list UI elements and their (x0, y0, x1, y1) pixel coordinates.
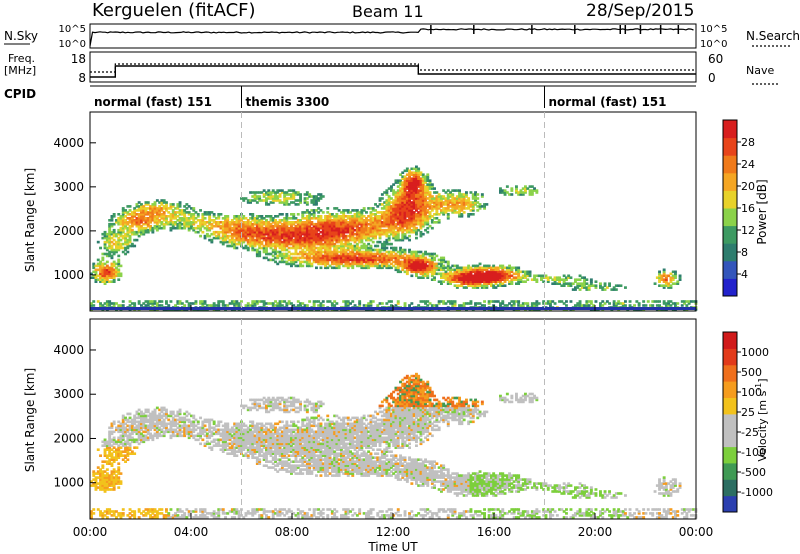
power-ylabel: Slant Range [km] (23, 168, 37, 272)
nave-trace (90, 63, 696, 73)
velocity-y-ticks: 4000 3000 2000 1000 (53, 343, 96, 490)
nave-label: Nave (746, 64, 774, 77)
colorbar-swatch (723, 495, 737, 513)
date-title: 28/Sep/2015 (586, 1, 694, 21)
x-tick-label: 04:00 (174, 525, 209, 539)
colorbar-tick-label: -1000 (741, 486, 773, 499)
colorbar-tick-label: 20 (741, 180, 755, 193)
velocity-colorbar-label: Velocity [m s-1] (754, 378, 769, 461)
x-tick-label: 20:00 (578, 525, 613, 539)
colorbar-swatch (723, 348, 737, 366)
colorbar-swatch (723, 430, 737, 448)
x-tick-label: 00:00 (73, 525, 108, 539)
colorbar-tick-label: -100 (741, 446, 766, 459)
colorbar-swatch (723, 462, 737, 480)
power-y-ticks: 4000 3000 2000 1000 (53, 136, 96, 282)
colorbar-tick-label: 25 (741, 406, 755, 419)
colorbar-swatch (723, 479, 737, 497)
x-tick-label: 12:00 (376, 525, 411, 539)
colorbar-tick-label: 16 (741, 202, 755, 215)
nsky-tick-top: 10^5 (59, 24, 86, 35)
velocity-colorbar-label-main: Velocity [m s (756, 390, 769, 461)
nsky-tick-bottom: 10^0 (59, 39, 86, 50)
colorbar-swatch (723, 172, 737, 191)
velocity-heatmap-cells (90, 372, 698, 519)
y-tick-label: 3000 (53, 387, 84, 401)
colorbar-tick-label: -25 (741, 426, 759, 439)
colorbar-tick-label: -500 (741, 466, 766, 479)
colorbar-swatch (723, 120, 737, 139)
colorbar-tick-label: 500 (741, 366, 762, 379)
x-axis-label: Time UT (367, 540, 418, 554)
colorbar-swatch (723, 260, 737, 279)
colorbar-swatch (723, 381, 737, 398)
y-tick-label: 4000 (53, 343, 84, 357)
colorbar-tick-label: 8 (741, 246, 748, 259)
nsearch-label: N.Search (746, 29, 800, 43)
power-colorbar-label: Power [dB] (755, 179, 769, 244)
nsky-trace (89, 28, 694, 47)
x-axis-ticks: 00:00 04:00 08:00 12:00 16:00 20:00 00:00 (73, 305, 714, 539)
colorbar-tick-label: 1000 (741, 346, 769, 359)
cpid-label: CPID (4, 87, 36, 101)
velocity-colorbar-label-exp: -1 (754, 383, 763, 391)
frequency-trace (90, 65, 696, 78)
x-tick-label: 08:00 (275, 525, 310, 539)
velocity-colorbar-label-close: ] (756, 378, 769, 382)
colorbar-swatch (723, 397, 737, 415)
y-tick-label: 1000 (53, 476, 84, 490)
station-title: Kerguelen (fitACF) (92, 0, 256, 21)
colorbar-swatch (723, 446, 737, 464)
y-tick-label: 2000 (53, 431, 84, 445)
x-tick-label: 16:00 (477, 525, 512, 539)
velocity-ylabel: Slant Range [km] (23, 368, 37, 472)
beam-title: Beam 11 (352, 2, 424, 21)
colorbar-tick-label: 24 (741, 158, 755, 171)
colorbar-swatch (723, 137, 737, 156)
power-colorbar: 28 24 20 16 12 8 4 (722, 119, 755, 297)
freq-panel-frame (89, 51, 697, 83)
nsky-label: N.Sky (4, 29, 38, 43)
colorbar-swatch (723, 225, 737, 244)
freq-tick-top: 18 (71, 52, 86, 66)
colorbar-tick-label: 12 (741, 224, 755, 237)
colorbar-swatch (723, 208, 737, 227)
freq-label-1: Freq. (8, 52, 35, 65)
y-tick-label: 4000 (53, 136, 84, 150)
y-tick-label: 3000 (53, 180, 84, 194)
colorbar-swatch (723, 278, 737, 297)
cpid-modes: normal (fast) 151 themis 3300 normal (fast… (94, 86, 667, 109)
freq-tick-bottom: 8 (78, 71, 86, 85)
velocity-colorbar: 1000 500 100 25 -25 -100 -500 -1000 (722, 331, 773, 513)
y-tick-label: 2000 (53, 224, 84, 238)
cpid-mode-label: themis 3300 (246, 95, 330, 109)
power-heatmap-cells (90, 165, 698, 311)
mode-change-lines (241, 112, 545, 519)
colorbar-tick-label: 100 (741, 386, 762, 399)
y-tick-label: 1000 (53, 268, 84, 282)
colorbar-swatch (723, 413, 737, 431)
x-tick-label: 00:00 (679, 525, 714, 539)
colorbar-swatch (723, 332, 737, 349)
colorbar-swatch (723, 155, 737, 174)
colorbar-swatch (723, 364, 737, 382)
nsky-panel-frame (89, 23, 697, 49)
nsearch-tick-top: 10^5 (700, 24, 727, 35)
nave-tick-bottom: 0 (708, 71, 716, 85)
nsearch-tick-bottom: 10^0 (700, 39, 727, 50)
nave-tick-top: 60 (708, 52, 723, 66)
colorbar-tick-label: 28 (741, 136, 755, 149)
colorbar-tick-label: 4 (741, 268, 748, 281)
cpid-mode-label: normal (fast) 151 (549, 95, 667, 109)
colorbar-swatch (723, 190, 737, 209)
colorbar-swatch (723, 243, 737, 262)
cpid-mode-label: normal (fast) 151 (94, 95, 212, 109)
freq-label-2: [MHz] (4, 64, 36, 77)
